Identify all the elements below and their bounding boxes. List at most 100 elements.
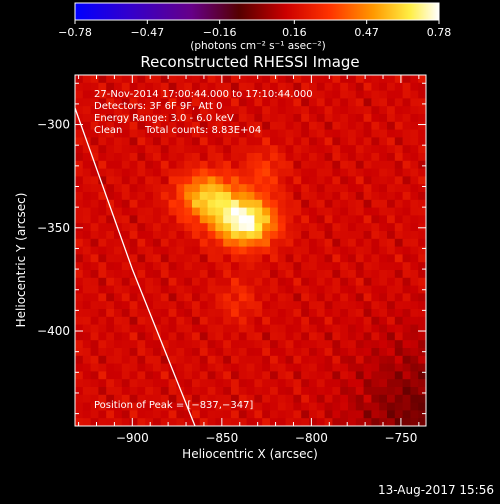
heatmap-cell bbox=[324, 270, 333, 279]
heatmap-cell bbox=[301, 246, 310, 255]
heatmap-cell bbox=[106, 387, 115, 396]
heatmap-cell bbox=[90, 277, 99, 287]
heatmap-cell bbox=[114, 82, 123, 92]
heatmap-cell bbox=[293, 402, 302, 411]
heatmap-cell bbox=[348, 121, 357, 131]
heatmap-cell bbox=[75, 98, 84, 107]
heatmap-cell bbox=[75, 387, 84, 396]
heatmap-cell bbox=[145, 184, 154, 193]
heatmap-cell bbox=[418, 324, 426, 333]
heatmap-cell bbox=[223, 160, 232, 170]
heatmap-cell bbox=[262, 270, 271, 279]
heatmap-cell bbox=[371, 145, 380, 154]
heatmap-cell bbox=[160, 246, 170, 255]
heatmap-cell bbox=[348, 285, 357, 294]
heatmap-cell bbox=[418, 176, 426, 185]
heatmap-cell bbox=[277, 90, 287, 99]
heatmap-cell bbox=[309, 309, 318, 318]
heatmap-cell bbox=[184, 184, 193, 193]
heatmap-cell bbox=[223, 293, 232, 302]
heatmap-cell bbox=[199, 231, 209, 240]
heatmap-cell bbox=[254, 418, 263, 426]
heatmap-cell bbox=[340, 137, 349, 146]
heatmap-cell bbox=[238, 114, 248, 123]
heatmap-cell bbox=[82, 106, 92, 115]
heatmap-cell bbox=[231, 199, 240, 209]
heatmap-cell bbox=[176, 301, 185, 310]
heatmap-cell bbox=[207, 285, 216, 294]
heatmap-cell bbox=[309, 394, 318, 404]
heatmap-cell bbox=[418, 160, 426, 170]
heatmap-cell bbox=[324, 176, 333, 185]
heatmap-cell bbox=[371, 363, 380, 372]
heatmap-cell bbox=[301, 379, 310, 388]
heatmap-cell bbox=[90, 355, 99, 365]
heatmap-cell bbox=[332, 207, 341, 216]
heatmap-cell bbox=[160, 379, 170, 388]
heatmap-cell bbox=[184, 254, 193, 263]
heatmap-cell bbox=[355, 106, 365, 115]
heatmap-cell bbox=[98, 98, 107, 107]
heatmap-cell bbox=[238, 270, 248, 279]
annotation-total-counts: Total counts: 8.83E+04 bbox=[144, 125, 261, 136]
heatmap-cell bbox=[168, 137, 177, 146]
heatmap-cell bbox=[332, 192, 341, 201]
heatmap-cell bbox=[207, 387, 216, 396]
heatmap-cell bbox=[98, 340, 107, 349]
heatmap-cell bbox=[285, 332, 294, 341]
heatmap-cell bbox=[262, 168, 271, 177]
heatmap-cell bbox=[387, 402, 396, 411]
heatmap-cell bbox=[316, 215, 326, 224]
heatmap-cell bbox=[75, 270, 84, 279]
heatmap-cell bbox=[176, 98, 185, 107]
heatmap-cell bbox=[98, 316, 107, 326]
heatmap-cell bbox=[402, 348, 411, 357]
heatmap-cell bbox=[129, 82, 138, 92]
heatmap-cell bbox=[254, 160, 263, 170]
heatmap-cell bbox=[324, 98, 333, 107]
heatmap-cell bbox=[223, 316, 232, 326]
heatmap-cell bbox=[114, 402, 123, 411]
heatmap-cell bbox=[75, 106, 84, 115]
heatmap-cell bbox=[98, 160, 107, 170]
heatmap-cell bbox=[324, 246, 333, 255]
heatmap-cell bbox=[98, 114, 107, 123]
heatmap-cell bbox=[98, 153, 107, 162]
heatmap-cell bbox=[355, 394, 365, 404]
heatmap-cell bbox=[309, 324, 318, 333]
heatmap-cell bbox=[355, 160, 365, 170]
heatmap-cell bbox=[160, 402, 170, 411]
heatmap-cell bbox=[316, 145, 326, 154]
heatmap-cell bbox=[254, 223, 263, 232]
heatmap-cell bbox=[192, 355, 201, 365]
heatmap-cell bbox=[340, 199, 349, 209]
heatmap-cell bbox=[137, 270, 146, 279]
heatmap-cell bbox=[371, 129, 380, 138]
heatmap-cell bbox=[246, 121, 255, 131]
heatmap-cell bbox=[199, 153, 209, 162]
heatmap-cell bbox=[246, 145, 255, 154]
heatmap-cell bbox=[316, 168, 326, 177]
heatmap-cell bbox=[309, 129, 318, 138]
heatmap-cell bbox=[90, 418, 99, 426]
heatmap-cell bbox=[145, 394, 154, 404]
heatmap-cell bbox=[145, 199, 154, 209]
heatmap-cell bbox=[90, 215, 99, 224]
heatmap-cell bbox=[114, 192, 123, 201]
heatmap-cell bbox=[402, 254, 411, 263]
heatmap-cell bbox=[223, 387, 232, 396]
heatmap-cell bbox=[332, 355, 341, 365]
heatmap-cell bbox=[355, 379, 365, 388]
heatmap-cell bbox=[340, 223, 349, 232]
heatmap-cell bbox=[254, 301, 263, 310]
heatmap-cell bbox=[402, 262, 411, 271]
heatmap-cell bbox=[145, 246, 154, 255]
heatmap-cell bbox=[114, 121, 123, 131]
heatmap-cell bbox=[340, 192, 349, 201]
colorbar-tick-label: −0.47 bbox=[130, 26, 164, 39]
heatmap-cell bbox=[145, 387, 154, 396]
heatmap-cell bbox=[238, 324, 248, 333]
heatmap-cell bbox=[184, 363, 193, 372]
heatmap-cell bbox=[129, 309, 138, 318]
heatmap-cell bbox=[106, 293, 115, 302]
